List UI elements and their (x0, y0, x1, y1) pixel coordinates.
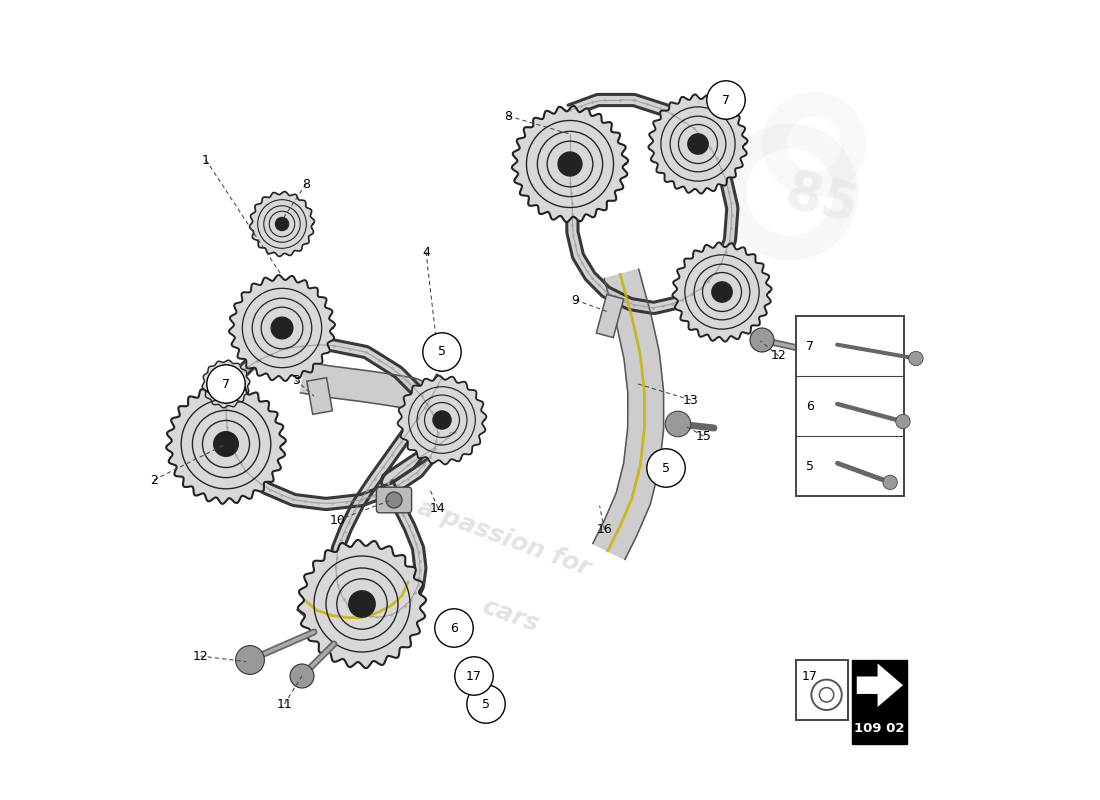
Circle shape (221, 379, 231, 389)
Text: 11: 11 (276, 698, 293, 710)
FancyBboxPatch shape (796, 316, 904, 496)
Polygon shape (397, 376, 486, 464)
Circle shape (466, 685, 505, 723)
Text: 13: 13 (683, 394, 698, 406)
Polygon shape (307, 378, 332, 414)
Polygon shape (564, 94, 738, 314)
Circle shape (207, 365, 245, 403)
Text: 1: 1 (202, 154, 210, 166)
Polygon shape (250, 191, 315, 257)
Circle shape (750, 328, 774, 352)
Polygon shape (857, 663, 903, 707)
Polygon shape (593, 270, 663, 559)
Text: 12: 12 (771, 350, 786, 362)
Circle shape (349, 590, 375, 618)
Polygon shape (330, 375, 462, 623)
Circle shape (666, 411, 691, 437)
Text: 7: 7 (806, 339, 814, 353)
Text: 15: 15 (695, 430, 712, 442)
Text: 5: 5 (482, 698, 490, 710)
Text: 17: 17 (802, 670, 818, 682)
Circle shape (275, 218, 288, 230)
Circle shape (558, 152, 582, 176)
Circle shape (688, 134, 708, 154)
FancyBboxPatch shape (796, 660, 848, 720)
Polygon shape (202, 360, 250, 408)
Text: 5: 5 (662, 462, 670, 474)
Circle shape (707, 81, 745, 119)
Text: 6: 6 (806, 399, 814, 413)
Polygon shape (300, 362, 436, 416)
Polygon shape (297, 576, 419, 630)
Text: 85: 85 (780, 166, 865, 234)
Circle shape (213, 432, 239, 456)
Circle shape (235, 646, 264, 674)
Text: 5: 5 (438, 346, 446, 358)
Polygon shape (166, 384, 286, 504)
Polygon shape (672, 242, 771, 342)
FancyBboxPatch shape (376, 487, 411, 513)
Text: 3: 3 (292, 374, 299, 386)
Polygon shape (298, 540, 426, 668)
Circle shape (290, 664, 314, 688)
Text: 8: 8 (505, 110, 513, 122)
FancyBboxPatch shape (852, 660, 906, 744)
Text: 6: 6 (450, 622, 458, 634)
Text: 4: 4 (422, 246, 430, 258)
Polygon shape (220, 338, 443, 510)
Circle shape (432, 411, 451, 429)
Circle shape (895, 414, 910, 429)
Text: 7: 7 (222, 378, 230, 390)
Text: 14: 14 (430, 502, 446, 514)
Text: 7: 7 (722, 94, 730, 106)
Text: 16: 16 (596, 523, 613, 536)
Polygon shape (229, 275, 336, 381)
Circle shape (909, 351, 923, 366)
Text: 17: 17 (466, 670, 482, 682)
Text: 10: 10 (330, 514, 345, 526)
Circle shape (647, 449, 685, 487)
Text: 109 02: 109 02 (855, 722, 905, 735)
Circle shape (712, 282, 733, 302)
Circle shape (883, 475, 898, 490)
Circle shape (422, 333, 461, 371)
Polygon shape (649, 94, 748, 194)
Text: 5: 5 (806, 459, 814, 473)
Circle shape (386, 492, 402, 508)
Circle shape (271, 317, 293, 339)
Polygon shape (596, 294, 624, 338)
Text: 9: 9 (572, 294, 580, 306)
Text: cars: cars (478, 594, 541, 637)
Text: 2: 2 (150, 474, 158, 486)
Text: 12: 12 (192, 650, 208, 662)
Circle shape (454, 657, 493, 695)
Polygon shape (512, 106, 628, 222)
Text: 8: 8 (302, 178, 310, 190)
Circle shape (434, 609, 473, 647)
Text: a passion for: a passion for (414, 496, 594, 581)
